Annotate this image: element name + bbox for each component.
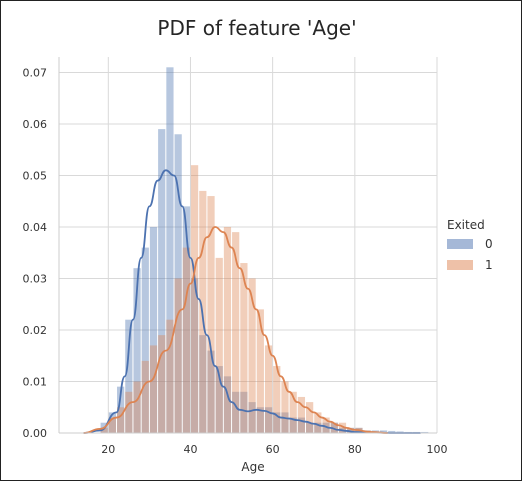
bar-series-1 xyxy=(183,248,190,433)
bar-series-1 xyxy=(265,345,272,433)
legend: Exited 0 1 xyxy=(447,218,493,272)
y-tick-label: 0.06 xyxy=(23,118,48,131)
y-tick-label: 0.02 xyxy=(23,324,48,337)
x-tick-label: 80 xyxy=(348,443,362,456)
x-tick-label: 40 xyxy=(183,443,197,456)
y-tick-label: 0.07 xyxy=(23,66,48,79)
bar-series-1 xyxy=(133,381,140,433)
legend-label-series-0: 0 xyxy=(485,237,493,251)
bar-series-1 xyxy=(257,309,264,433)
bar-series-1 xyxy=(158,335,165,433)
bar-series-1 xyxy=(175,278,182,433)
bar-series-1 xyxy=(150,345,157,433)
bar-series-1 xyxy=(125,392,132,433)
legend-title: Exited xyxy=(447,218,485,232)
grid xyxy=(59,57,437,433)
legend-swatch-series-1 xyxy=(447,260,473,270)
bar-series-1 xyxy=(191,165,198,433)
axes xyxy=(59,57,437,433)
bar-series-1 xyxy=(142,361,149,433)
y-tick-label: 0.04 xyxy=(23,221,48,234)
bar-series-1 xyxy=(216,258,223,433)
y-tick-label: 0.03 xyxy=(23,272,48,285)
x-tick-label: 20 xyxy=(101,443,115,456)
x-tick-label: 100 xyxy=(427,443,448,456)
chart-title: PDF of feature 'Age' xyxy=(157,16,356,40)
x-tick-label: 60 xyxy=(266,443,280,456)
legend-label-series-1: 1 xyxy=(485,258,493,272)
legend-swatch-series-0 xyxy=(447,239,473,249)
y-tick-label: 0.00 xyxy=(23,427,48,440)
histogram-bars xyxy=(101,67,429,433)
y-tick-label: 0.01 xyxy=(23,375,48,388)
y-tick-label: 0.05 xyxy=(23,169,48,182)
x-axis-label: Age xyxy=(241,460,264,474)
